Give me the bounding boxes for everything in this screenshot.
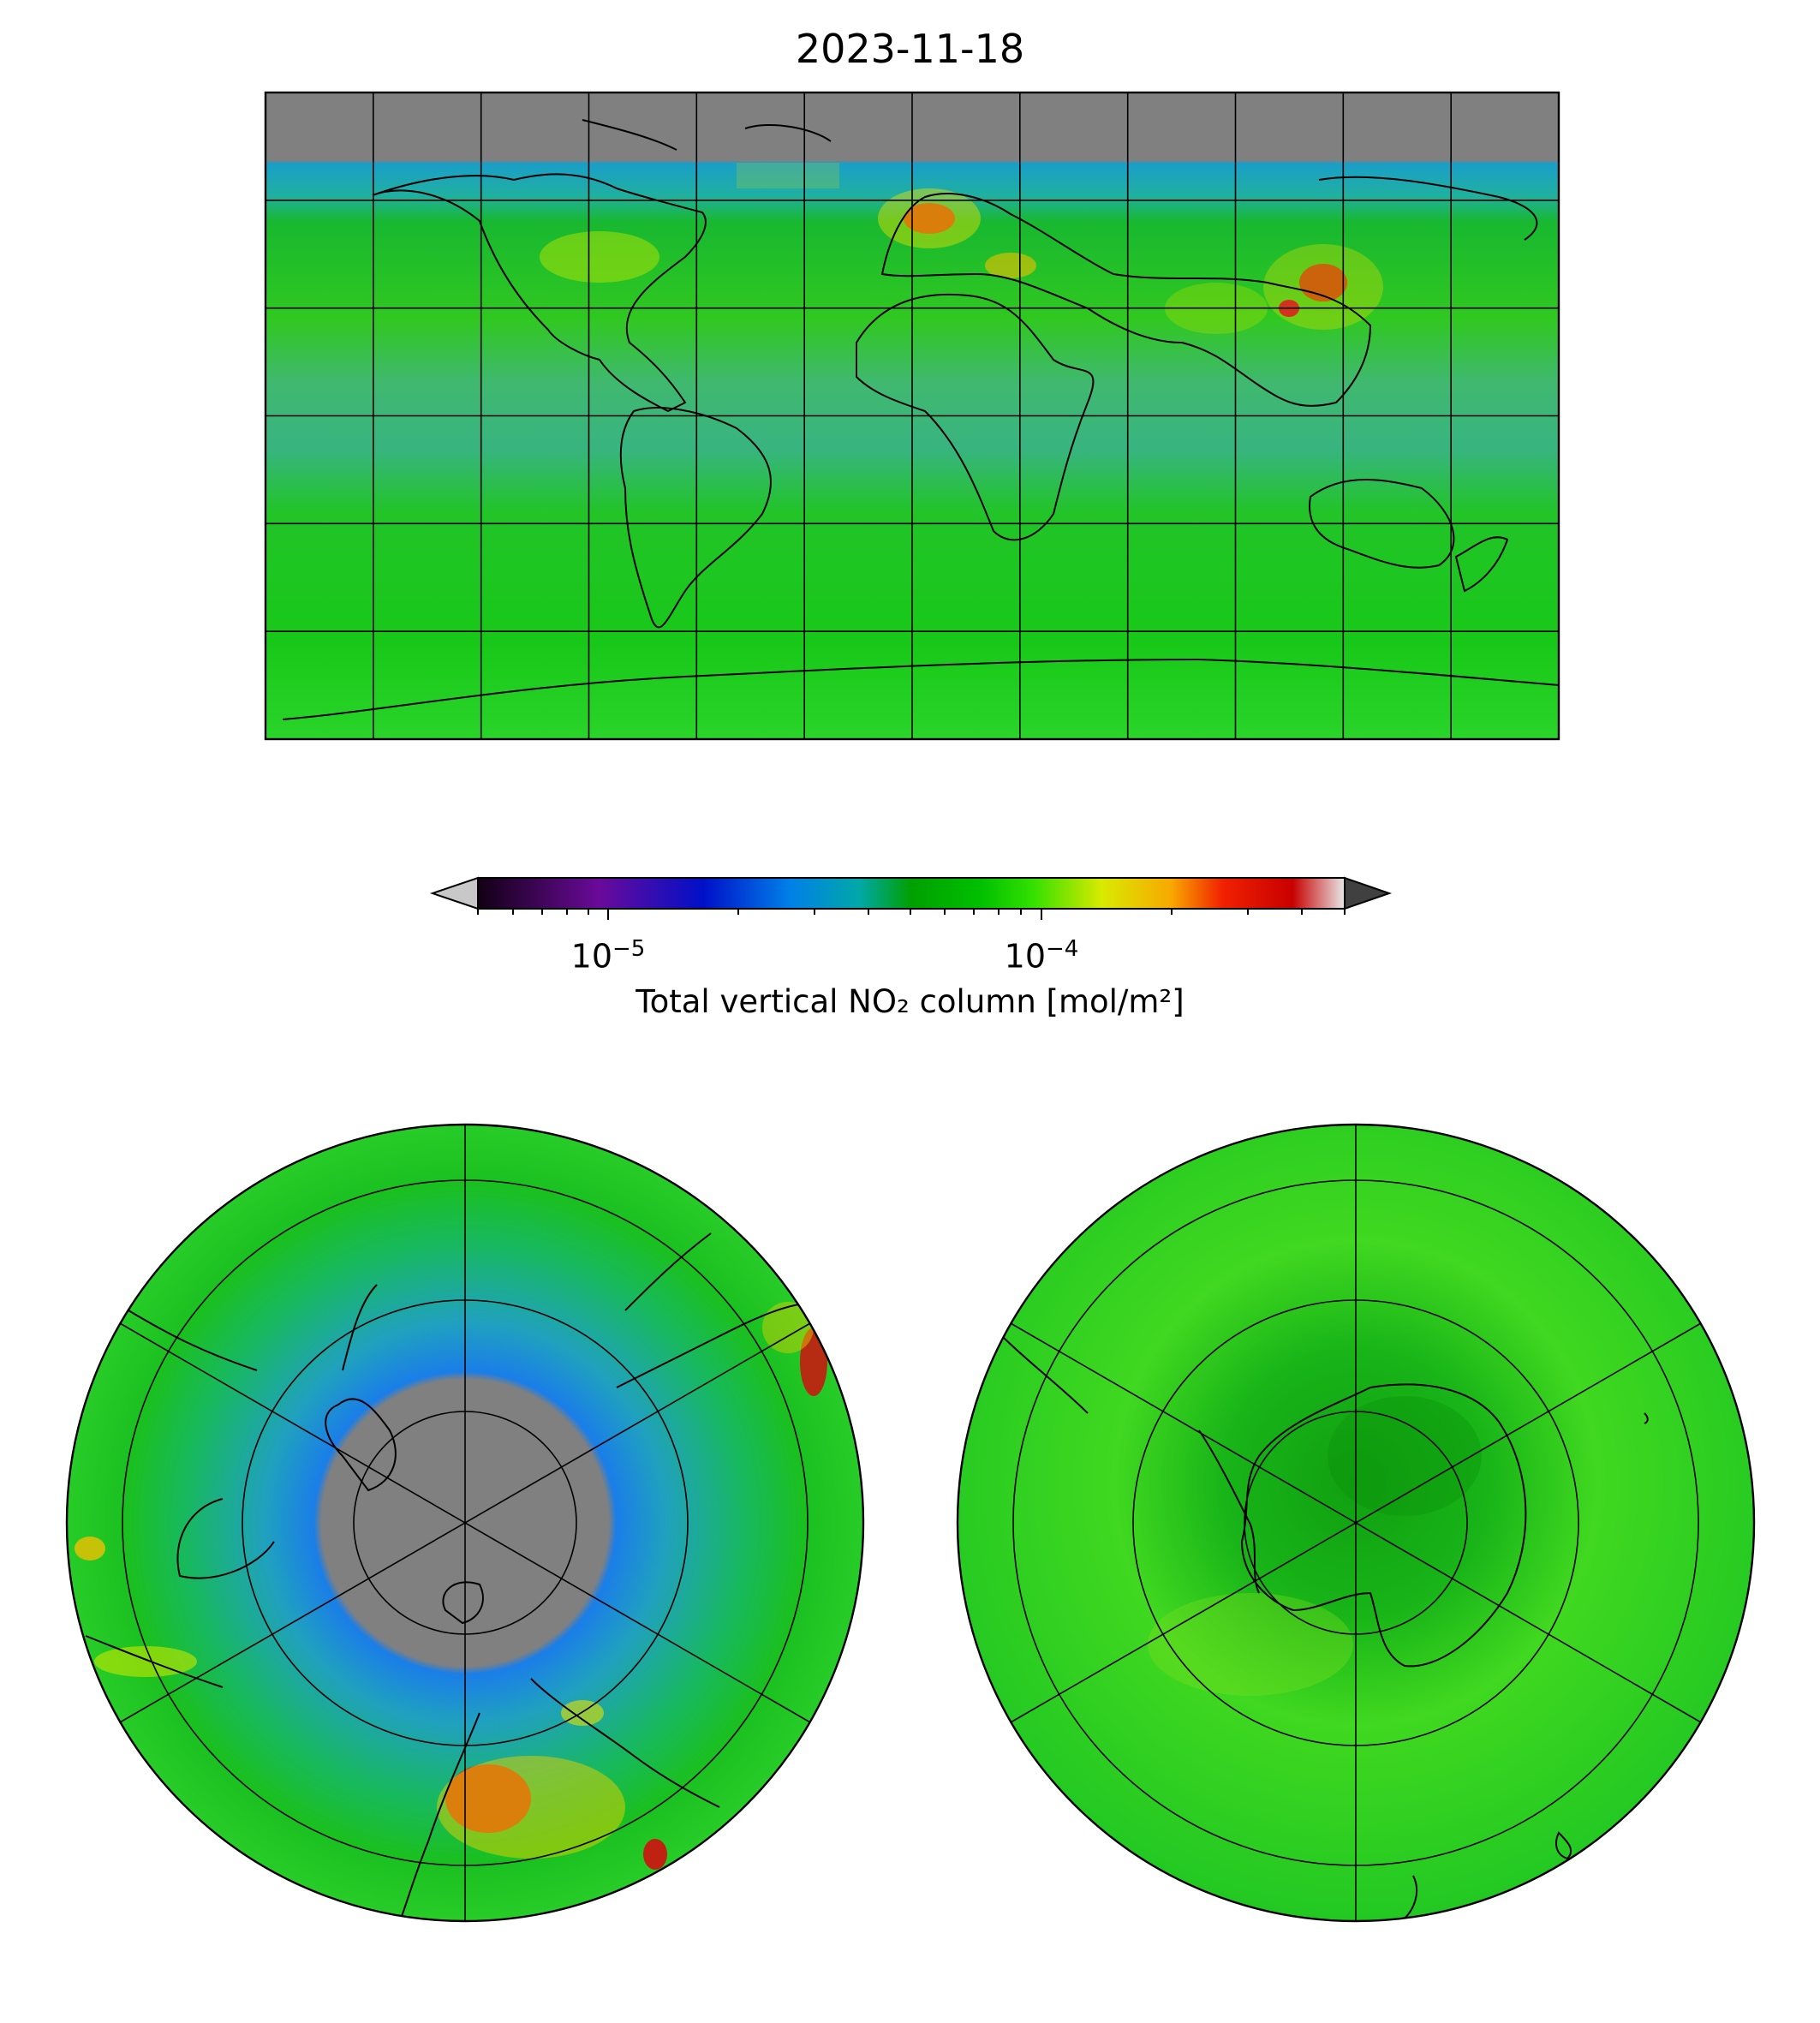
south-shading xyxy=(1148,1396,1482,1696)
south-polar-frame xyxy=(956,1123,1756,1923)
colorbar-tick-label-1e-4: 10−4 xyxy=(1004,936,1079,976)
north-polar-frame xyxy=(65,1123,865,1923)
north-hotspots xyxy=(75,1302,827,1870)
global-map xyxy=(264,91,1560,741)
colorbar-under-extension xyxy=(429,876,479,910)
colorbar-tick-label-1e-5: 10−5 xyxy=(570,936,646,976)
south-coastlines xyxy=(1001,1335,1649,1919)
south-polar-map xyxy=(956,1123,1756,1923)
colorbar-ramp xyxy=(478,878,1345,909)
colorbar xyxy=(429,876,1393,920)
global-graticule xyxy=(266,92,1559,739)
south-graticule xyxy=(1010,1125,1702,1921)
figure-title: 2023-11-18 xyxy=(795,26,1025,72)
global-coastlines xyxy=(282,119,1559,720)
colorbar-over-extension xyxy=(1344,876,1393,910)
global-map-frame xyxy=(264,91,1560,741)
colorbar-label: Total vertical NO₂ column [mol/m²] xyxy=(636,983,1184,1020)
north-graticule xyxy=(119,1125,811,1921)
colorbar-ticks xyxy=(477,909,1346,920)
north-polar-map xyxy=(65,1123,865,1923)
